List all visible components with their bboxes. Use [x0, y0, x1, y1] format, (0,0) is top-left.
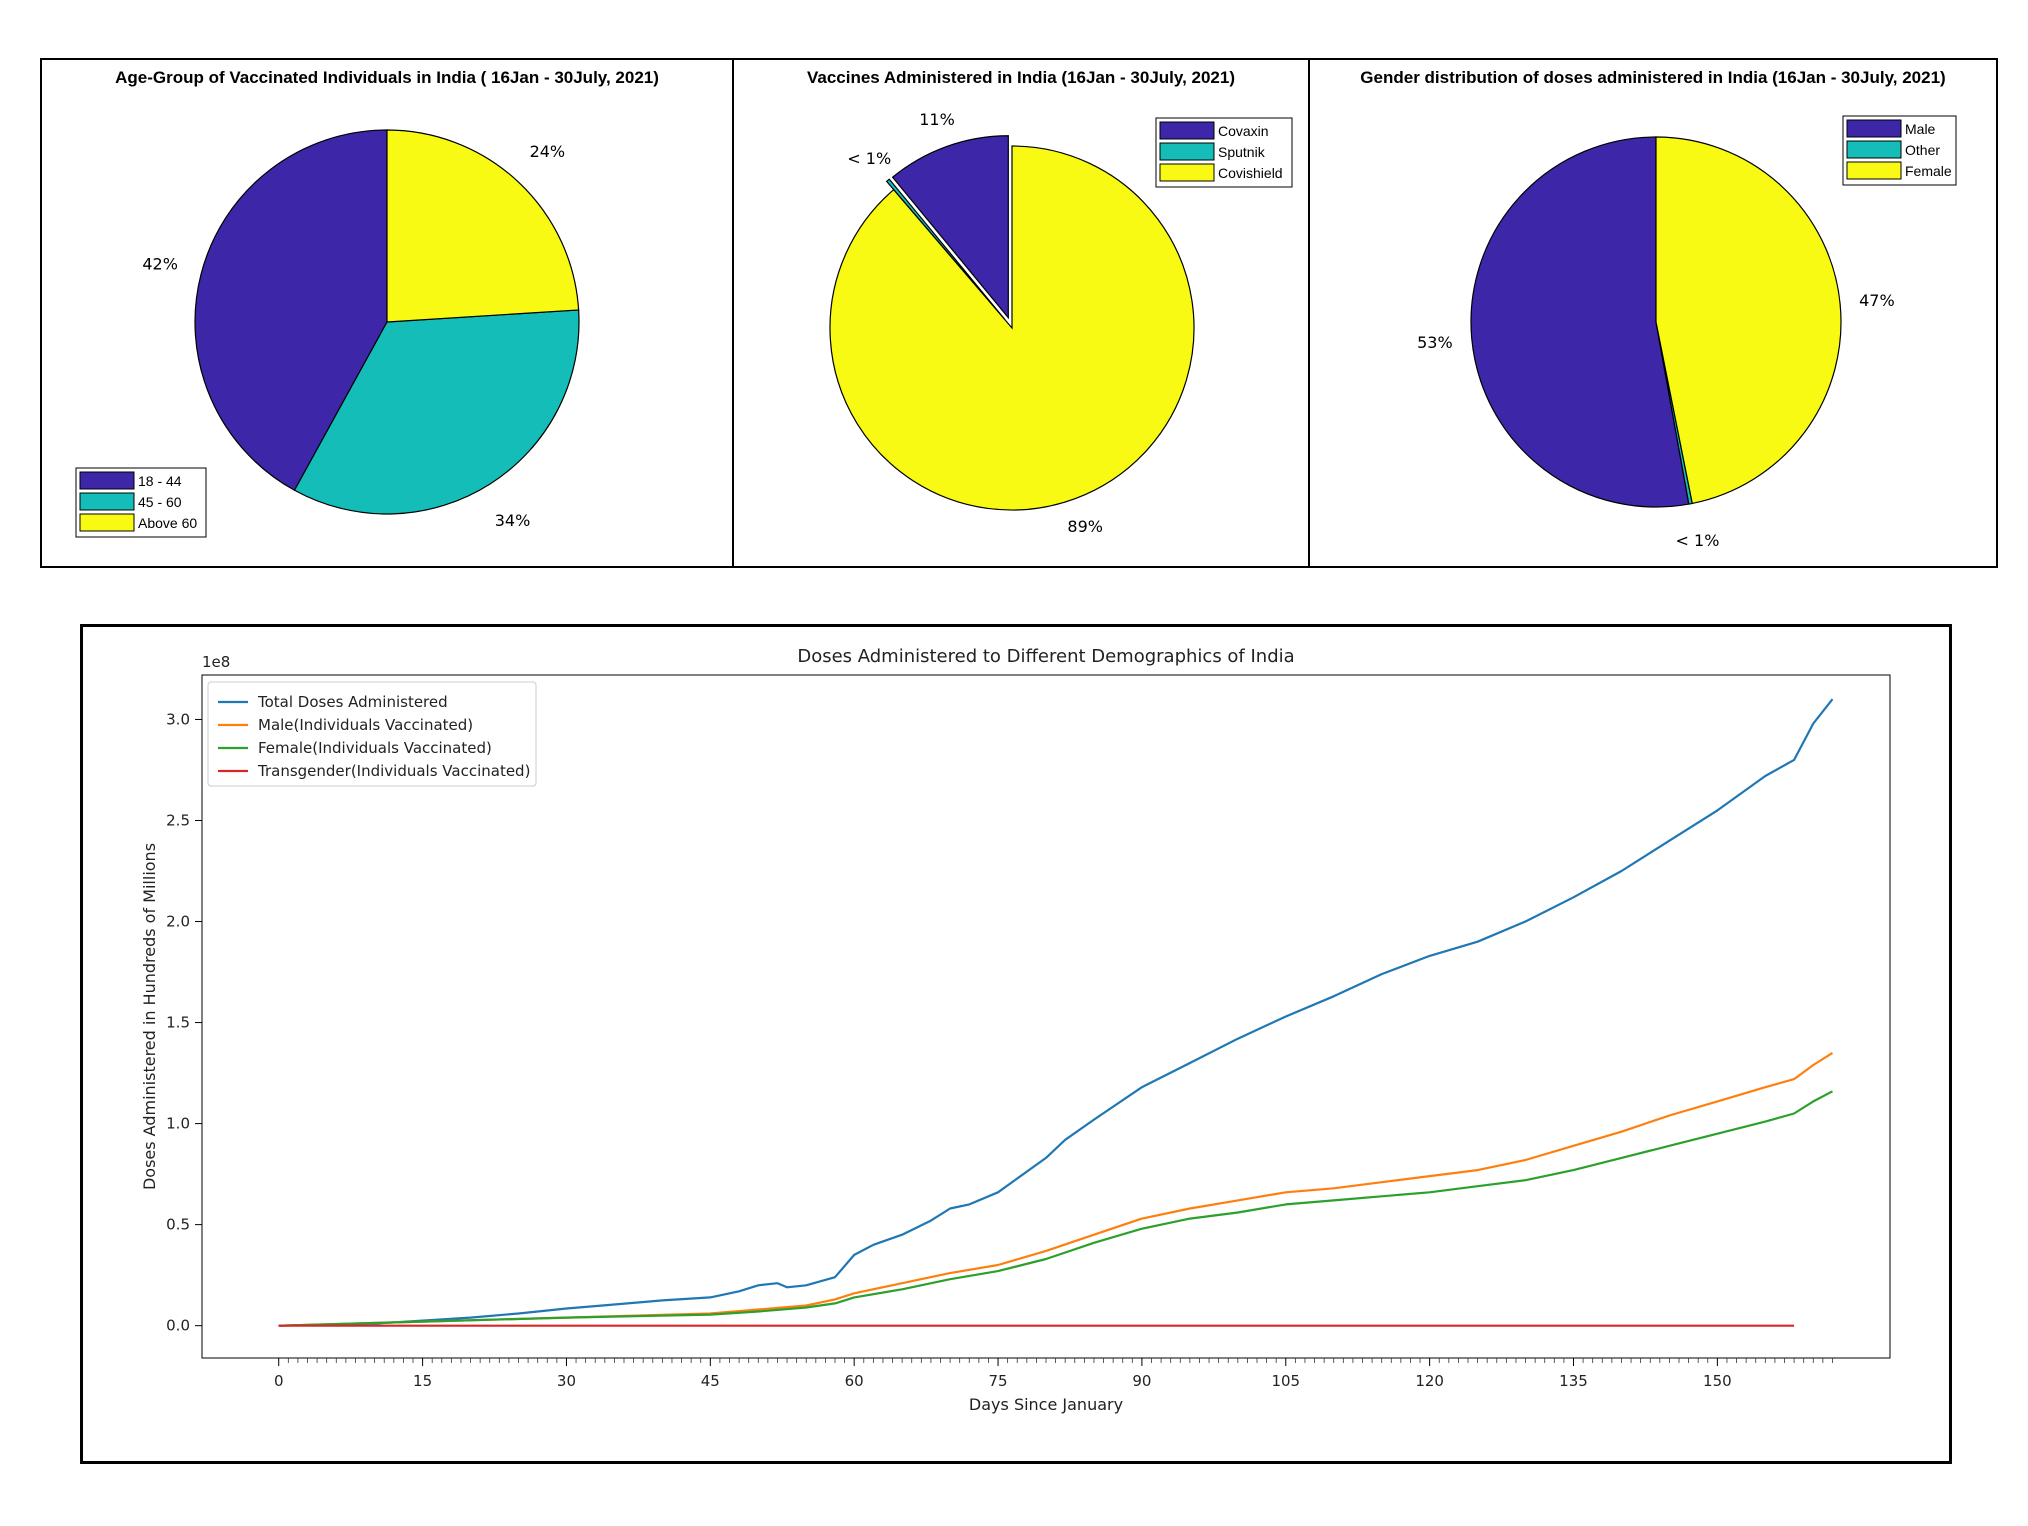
pie-label-female: 47% [1859, 291, 1895, 310]
x-tick-label-135: 135 [1559, 1372, 1588, 1390]
age-group-pie-chart: 42% 34% 24% 18 - 44 45 - 60 Above 60 [75, 129, 580, 538]
line-legend-label-transgender-individuals-vaccinated: Transgender(Individuals Vaccinated) [257, 762, 530, 780]
pie-legend: Male Other Female [1842, 115, 1957, 186]
x-tick-label-0: 0 [274, 1372, 284, 1390]
y-tick-label-0: 0.0 [166, 1317, 190, 1335]
pie-legend-label-covishield: Covishield [1218, 165, 1283, 181]
y-tick-label-3: 1.5 [166, 1014, 190, 1032]
x-tick-label-90: 90 [1132, 1372, 1151, 1390]
y-tick-label-2: 1.0 [166, 1115, 190, 1133]
pie-legend-swatch-other [1846, 140, 1902, 159]
pie-legend-label-18-44: 18 - 44 [138, 473, 182, 489]
line-plot-area [201, 674, 1891, 1359]
pie-legend-swatch-male [1846, 119, 1902, 138]
y-tick-label-5: 2.5 [166, 811, 190, 829]
pie-legend-swatch-covishield [1159, 163, 1215, 182]
gender-pie-panel: Gender distribution of doses administere… [1308, 58, 1998, 568]
x-tick-label-30: 30 [557, 1372, 576, 1390]
vaccines-pie-panel: Vaccines Administered in India (16Jan - … [732, 58, 1310, 568]
pie-legend-swatch-45-60 [79, 492, 135, 511]
gender-pie-title: Gender distribution of doses administere… [1360, 68, 1946, 87]
x-tick-label-15: 15 [413, 1372, 432, 1390]
pie-legend-label-other: Other [1905, 142, 1940, 158]
pie-legend-label-covaxin: Covaxin [1218, 123, 1269, 139]
x-tick-label-120: 120 [1415, 1372, 1444, 1390]
line-legend-label-total-doses-administered: Total Doses Administered [257, 693, 448, 711]
pie-legend-swatch-covaxin [1159, 121, 1215, 140]
x-tick-label-105: 105 [1271, 1372, 1300, 1390]
x-tick-label-75: 75 [988, 1372, 1007, 1390]
pie-label-other: < 1% [1676, 531, 1720, 550]
pie-slice-above-60 [386, 129, 580, 323]
y-tick-label-6: 3.0 [166, 710, 190, 728]
pie-label-above-60: 24% [530, 142, 566, 161]
x-axis-label: Days Since January [969, 1395, 1123, 1414]
series-line-total-doses-administered [278, 698, 1834, 1327]
line-legend-box [207, 681, 537, 787]
pie-label-covishield: 89% [1067, 517, 1103, 536]
pie-slice-18-44 [194, 129, 388, 492]
pie-legend-swatch-female [1846, 161, 1902, 180]
pie-legend-label-female: Female [1905, 163, 1952, 179]
age-group-pie-title: Age-Group of Vaccinated Individuals in I… [115, 68, 659, 87]
pie-legend-swatch-18-44 [79, 471, 135, 490]
age-group-pie-panel: Age-Group of Vaccinated Individuals in I… [40, 58, 734, 568]
pie-legend-label-male: Male [1905, 121, 1936, 137]
pie-legend-swatch-sputnik [1159, 142, 1215, 161]
pie-legend-label-above-60: Above 60 [138, 515, 197, 531]
vaccines-pie-title: Vaccines Administered in India (16Jan - … [806, 68, 1235, 87]
x-tick-label-60: 60 [845, 1372, 864, 1390]
gender-pie-chart: 53% < 1% 47% Male Other Female [1417, 115, 1957, 550]
x-tick-label-150: 150 [1703, 1372, 1732, 1390]
pie-legend: 18 - 44 45 - 60 Above 60 [75, 467, 207, 538]
line-legend: Total Doses Administered Male(Individuals… [207, 681, 537, 787]
pie-slice-male [1470, 136, 1690, 508]
pie-label-18-44: 42% [142, 255, 178, 274]
pie-legend-label-sputnik: Sputnik [1218, 144, 1266, 160]
series-line-female-individuals-vaccinated [278, 1090, 1834, 1327]
y-axis-label: Doses Administered in Hundreds of Millio… [140, 843, 159, 1190]
pie-label-45-60: 34% [495, 511, 531, 530]
pie-legend-swatch-above-60 [79, 513, 135, 532]
pie-slice-covishield [829, 145, 1195, 511]
pie-slice-female [1655, 136, 1842, 505]
doses-line-chart: Doses Administered to Different Demograp… [140, 646, 1891, 1414]
line-legend-label-female-individuals-vaccinated: Female(Individuals Vaccinated) [258, 739, 492, 757]
line-chart-title: Doses Administered to Different Demograp… [797, 646, 1294, 667]
y-tick-label-4: 2.0 [166, 913, 190, 931]
pie-label-male: 53% [1417, 333, 1453, 352]
x-tick-label-45: 45 [701, 1372, 720, 1390]
doses-line-panel: Doses Administered to Different Demograp… [80, 624, 1952, 1464]
pie-slice-covaxin [891, 135, 1009, 320]
series-line-male-individuals-vaccinated [278, 1051, 1834, 1327]
pie-label-covaxin: 11% [919, 110, 955, 129]
vaccines-pie-chart: 11% < 1% 89% Covaxin Sputnik Covishield [829, 110, 1293, 536]
line-legend-label-male-individuals-vaccinated: Male(Individuals Vaccinated) [258, 716, 473, 734]
y-offset-text: 1e8 [202, 653, 230, 671]
pie-legend: Covaxin Sputnik Covishield [1155, 117, 1293, 188]
pie-label-sputnik: < 1% [847, 149, 891, 168]
y-tick-label-1: 0.5 [166, 1216, 190, 1234]
pie-legend-label-45-60: 45 - 60 [138, 494, 182, 510]
pie-slice-45-60 [293, 309, 580, 515]
